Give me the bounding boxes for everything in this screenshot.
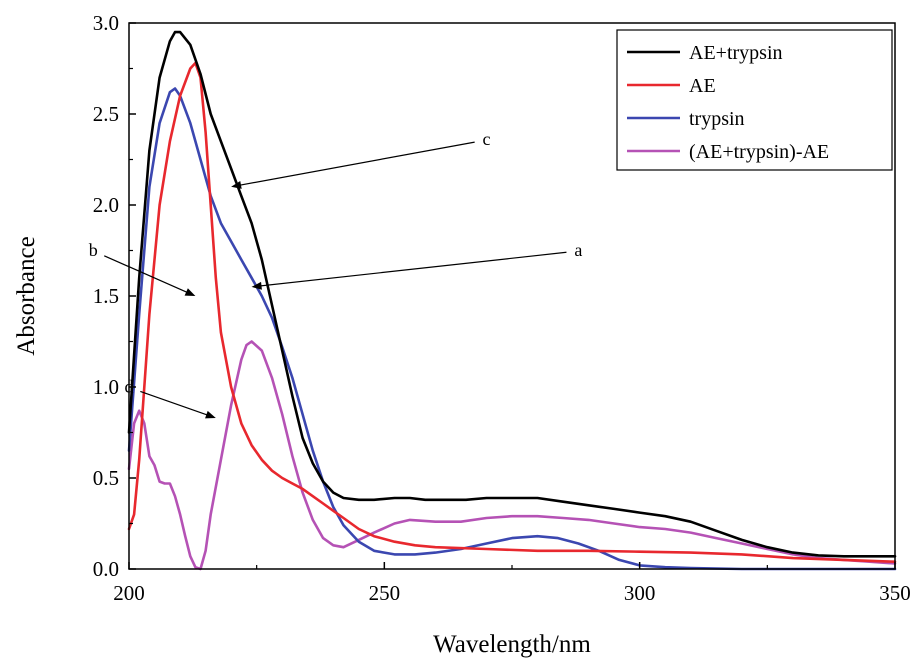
y-tick-label: 2.0: [93, 193, 119, 217]
annotation-label: a: [574, 240, 582, 260]
y-tick-label: 0.5: [93, 466, 119, 490]
legend-entry-label: trypsin: [689, 108, 745, 130]
legend: AE+trypsin AE trypsin (AE+trypsin)-AE: [616, 29, 893, 171]
annotations: cabd: [89, 129, 582, 419]
series-lines: [127, 30, 897, 571]
y-tick-label: 3.0: [93, 11, 119, 35]
legend-entry-label: AE+trypsin: [689, 42, 783, 64]
annotation-label: c: [482, 129, 490, 149]
annotation-arrowhead: [231, 181, 242, 189]
y-tick-label: 1.0: [93, 375, 119, 399]
series-line-2: [127, 87, 897, 571]
y-axis: 0.0 0.5 1.0 1.5 2.0 2.5 3.0: [93, 11, 136, 581]
annotation-arrow-line: [232, 141, 475, 188]
x-tick-label: 250: [369, 581, 401, 605]
annotation-label: b: [89, 240, 98, 260]
series-line-1: [127, 61, 897, 563]
annotation-arrowhead: [184, 288, 196, 296]
y-tick-label: 0.0: [93, 557, 119, 581]
annotation-arrow-line: [140, 390, 215, 418]
annotation-arrowhead: [251, 281, 262, 290]
x-axis: 200 250 300 350: [113, 562, 911, 605]
annotation-arrow-line: [253, 251, 567, 288]
x-tick-label: 200: [113, 581, 145, 605]
y-axis-title: Absorbance: [13, 236, 40, 355]
legend-box: [616, 29, 893, 171]
legend-entry-label: (AE+trypsin)-AE: [689, 141, 829, 163]
annotation-arrowhead: [205, 410, 216, 419]
x-tick-label: 300: [624, 581, 656, 605]
y-tick-label: 2.5: [93, 102, 119, 126]
legend-entry-label: AE: [689, 75, 716, 97]
annotation-arrow-line: [103, 255, 194, 296]
series-line-0: [127, 30, 897, 558]
y-tick-label: 1.5: [93, 284, 119, 308]
x-axis-title: Wavelength/nm: [433, 631, 591, 658]
series-line-3: [127, 340, 897, 571]
x-tick-label: 350: [879, 581, 911, 605]
